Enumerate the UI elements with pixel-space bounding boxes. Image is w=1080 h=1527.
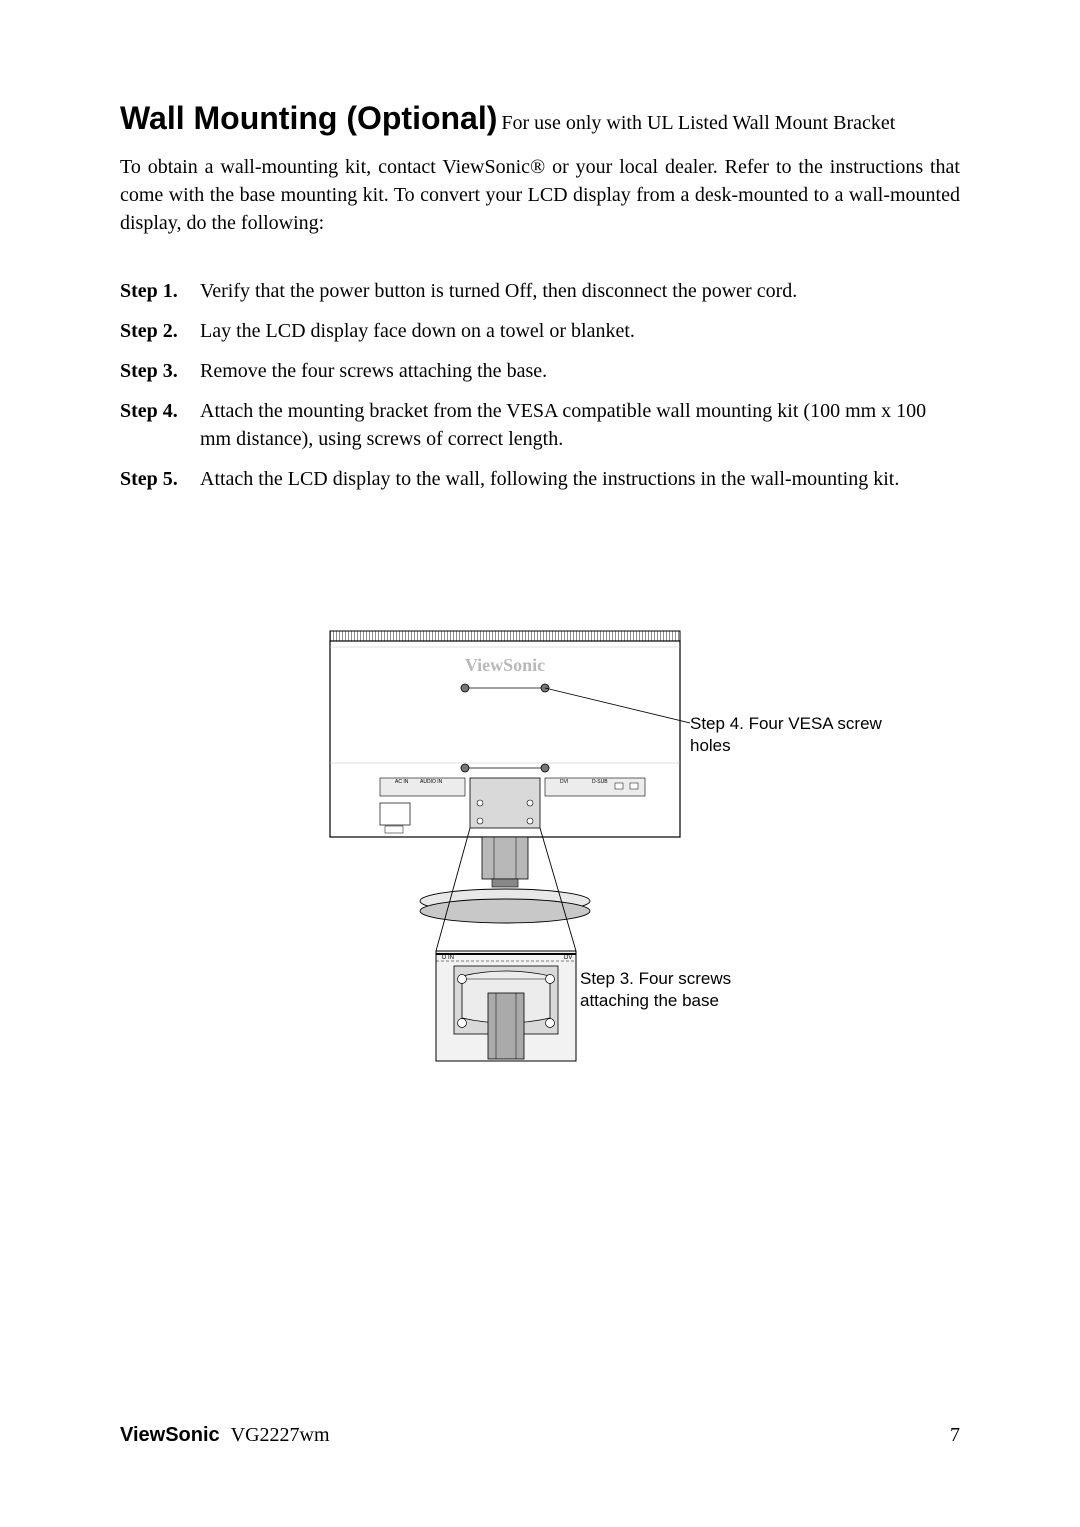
svg-text:AUDIO IN: AUDIO IN <box>420 779 443 785</box>
step-text: Attach the mounting bracket from the VES… <box>200 397 960 453</box>
svg-text:AC IN: AC IN <box>395 779 409 785</box>
step-label: Step 4. <box>120 397 200 453</box>
title-line: Wall Mounting (Optional) For use only wi… <box>120 100 960 137</box>
steps-list: Step 1. Verify that the power button is … <box>120 277 960 493</box>
diagram-area: ViewSonic AC IN AUDIO IN DVI D-SUB <box>120 623 960 1083</box>
step-text: Lay the LCD display face down on a towel… <box>200 317 960 345</box>
step-label: Step 2. <box>120 317 200 345</box>
step-row: Step 2. Lay the LCD display face down on… <box>120 317 960 345</box>
footer-left: ViewSonic VG2227wm <box>120 1424 330 1447</box>
step-text: Attach the LCD display to the wall, foll… <box>200 465 960 493</box>
step-text: Remove the four screws attaching the bas… <box>200 357 960 385</box>
step-label: Step 3. <box>120 357 200 385</box>
page-subtitle: For use only with UL Listed Wall Mount B… <box>501 112 895 134</box>
footer-page-number: 7 <box>950 1424 960 1447</box>
footer-brand: ViewSonic <box>120 1424 220 1446</box>
svg-text:D-SUB: D-SUB <box>592 779 608 785</box>
callout-step4: Step 4. Four VESA screw holes <box>690 713 890 757</box>
step-row: Step 1. Verify that the power button is … <box>120 277 960 305</box>
footer-model: VG2227wm <box>231 1424 330 1446</box>
step-label: Step 1. <box>120 277 200 305</box>
svg-text:DV: DV <box>564 955 572 961</box>
svg-text:DVI: DVI <box>560 779 568 785</box>
intro-paragraph: To obtain a wall-mounting kit, contact V… <box>120 153 960 237</box>
page-footer: ViewSonic VG2227wm 7 <box>120 1424 960 1447</box>
step-row: Step 3. Remove the four screws attaching… <box>120 357 960 385</box>
step-label: Step 5. <box>120 465 200 493</box>
page-content: Wall Mounting (Optional) For use only wi… <box>0 0 1080 1083</box>
page-title: Wall Mounting (Optional) <box>120 100 497 136</box>
brand-label: ViewSonic <box>465 655 545 675</box>
svg-text:D IN: D IN <box>442 955 454 961</box>
step-row: Step 5. Attach the LCD display to the wa… <box>120 465 960 493</box>
step-text: Verify that the power button is turned O… <box>200 277 960 305</box>
callout-step3: Step 3. Four screws attaching the base <box>580 968 780 1012</box>
step-row: Step 4. Attach the mounting bracket from… <box>120 397 960 453</box>
